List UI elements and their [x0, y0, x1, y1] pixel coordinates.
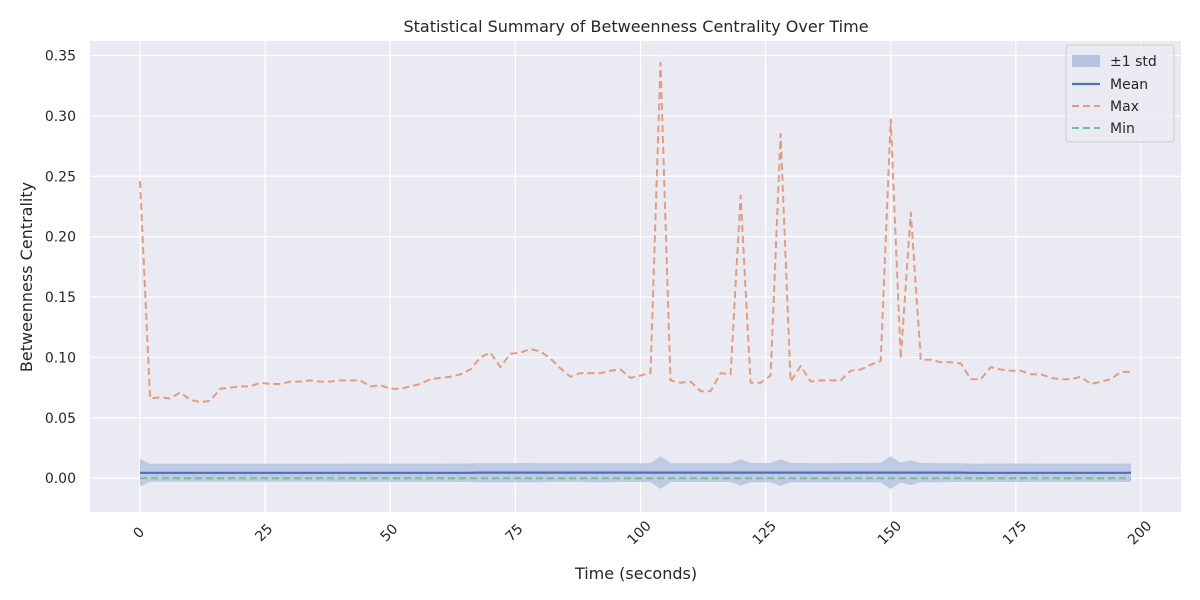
chart-title: Statistical Summary of Betweenness Centr… — [403, 17, 868, 36]
y-axis-label: Betweenness Centrality — [17, 182, 36, 372]
legend-label-mean: Mean — [1110, 77, 1148, 93]
y-tick-label: 0.35 — [45, 48, 76, 64]
x-axis-label: Time (seconds) — [574, 564, 697, 583]
legend-swatch-std — [1072, 55, 1100, 67]
x-tick-label: 175 — [1000, 518, 1030, 548]
x-tick-label: 200 — [1125, 518, 1155, 548]
x-tick-label: 100 — [625, 518, 655, 548]
y-axis-ticks: 0.00 0.05 0.10 0.15 0.20 0.25 0.30 0.35 — [45, 48, 76, 487]
y-tick-label: 0.15 — [45, 290, 76, 306]
y-tick-label: 0.20 — [45, 230, 76, 246]
y-tick-label: 0.25 — [45, 169, 76, 185]
x-tick-label: 75 — [503, 521, 527, 545]
x-tick-label: 25 — [252, 521, 276, 545]
legend: ±1 std Mean Max Min — [1065, 44, 1175, 143]
x-tick-label: 0 — [130, 524, 148, 542]
max-line — [139, 61, 1131, 404]
legend-label-max: Max — [1110, 99, 1139, 115]
legend-label-min: Min — [1110, 121, 1135, 137]
y-tick-label: 0.10 — [45, 350, 76, 366]
legend-label-std: ±1 std — [1110, 54, 1157, 70]
x-tick-label: 125 — [750, 518, 780, 548]
y-tick-label: 0.05 — [45, 411, 76, 427]
y-tick-label: 0.00 — [45, 471, 76, 487]
plot-area — [90, 41, 1181, 512]
legend-box — [1065, 44, 1175, 143]
x-tick-label: 50 — [377, 521, 401, 545]
x-axis-ticks: 0 25 50 75 100 125 150 175 200 — [130, 518, 1155, 548]
x-tick-label: 150 — [875, 518, 905, 548]
y-tick-label: 0.30 — [45, 109, 76, 125]
